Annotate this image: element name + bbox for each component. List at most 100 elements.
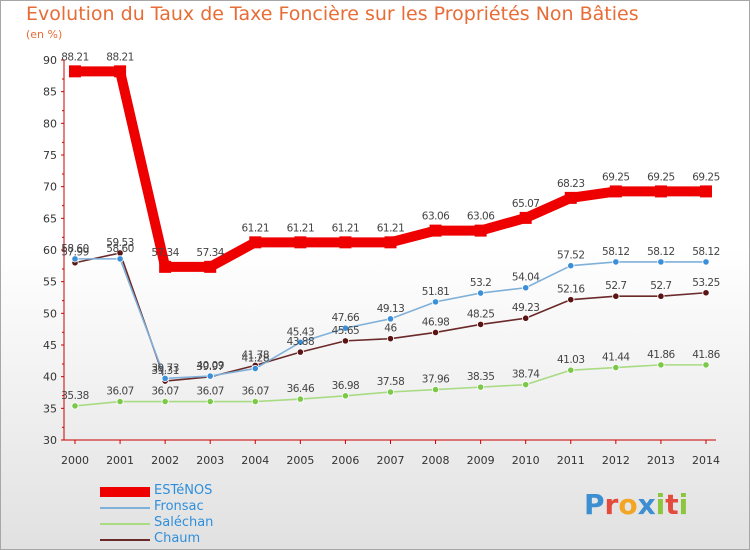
legend-swatch bbox=[100, 523, 150, 525]
x-tick-label: 2010 bbox=[512, 454, 540, 467]
y-tick-label: 60 bbox=[43, 244, 57, 257]
data-label: 37.58 bbox=[377, 376, 405, 388]
data-point bbox=[431, 385, 440, 394]
data-point bbox=[654, 185, 667, 198]
logo-letter: i bbox=[678, 488, 689, 521]
y-tick-label: 45 bbox=[43, 339, 57, 352]
y-tick-label: 85 bbox=[43, 86, 57, 99]
data-label: 52.7 bbox=[650, 280, 671, 292]
data-label: 49.13 bbox=[377, 303, 405, 315]
data-point bbox=[657, 361, 665, 369]
data-point bbox=[609, 185, 622, 198]
data-point bbox=[384, 236, 397, 249]
data-label: 39.97 bbox=[196, 361, 224, 373]
legend-label: Fronsac bbox=[154, 499, 204, 514]
data-point bbox=[702, 289, 710, 297]
unit-label: (en %) bbox=[26, 28, 63, 41]
data-point bbox=[699, 185, 712, 198]
data-label: 36.07 bbox=[151, 386, 179, 398]
x-tick-label: 2006 bbox=[331, 454, 359, 467]
x-tick-label: 2008 bbox=[422, 454, 450, 467]
data-point bbox=[477, 289, 485, 297]
legend-item: ESTéNOS bbox=[100, 483, 400, 500]
data-point bbox=[249, 236, 262, 249]
data-label: 88.21 bbox=[61, 51, 89, 63]
data-point bbox=[69, 65, 81, 78]
data-point bbox=[206, 372, 214, 380]
data-label: 53.25 bbox=[692, 277, 720, 289]
y-tick-label: 50 bbox=[43, 307, 57, 320]
data-label: 41.44 bbox=[602, 352, 630, 364]
data-point bbox=[519, 211, 532, 224]
data-label: 53.2 bbox=[470, 277, 491, 289]
data-point bbox=[341, 337, 350, 345]
data-label: 47.66 bbox=[332, 312, 360, 324]
x-tick-label: 2003 bbox=[196, 454, 224, 467]
y-tick-label: 40 bbox=[43, 371, 57, 384]
data-label: 39.31 bbox=[151, 365, 179, 377]
data-label: 54.04 bbox=[512, 272, 540, 284]
legend-label: ESTéNOS bbox=[154, 483, 213, 498]
data-label: 46 bbox=[384, 323, 397, 335]
data-point bbox=[567, 366, 575, 374]
data-point bbox=[296, 348, 304, 356]
data-point bbox=[114, 65, 127, 78]
data-label: 41.86 bbox=[647, 349, 675, 361]
legend-swatch bbox=[100, 487, 150, 497]
legend-item: Fronsac bbox=[100, 499, 400, 516]
x-tick-label: 2007 bbox=[376, 454, 404, 467]
data-label: 41.78 bbox=[241, 349, 269, 361]
data-point bbox=[522, 284, 530, 292]
x-tick-label: 2001 bbox=[106, 454, 134, 467]
data-label: 69.25 bbox=[647, 171, 675, 183]
data-label: 36.98 bbox=[332, 380, 360, 392]
y-tick-label: 55 bbox=[43, 276, 57, 289]
y-tick-label: 30 bbox=[43, 434, 57, 447]
logo-letter: o bbox=[618, 488, 638, 521]
data-point bbox=[116, 255, 124, 263]
y-tick-label: 75 bbox=[43, 149, 57, 162]
proxiti-logo: Proxiti bbox=[584, 488, 688, 521]
y-tick-label: 80 bbox=[43, 117, 57, 130]
logo-letter: r bbox=[604, 488, 619, 521]
data-point bbox=[71, 402, 79, 410]
data-point bbox=[474, 224, 487, 237]
data-label: 35.38 bbox=[61, 390, 89, 402]
data-label: 57.34 bbox=[151, 247, 179, 259]
data-label: 59.53 bbox=[106, 237, 134, 249]
x-tick-label: 2014 bbox=[692, 454, 720, 467]
data-point bbox=[657, 292, 665, 300]
legend-label: Saléchan bbox=[154, 515, 214, 530]
data-point bbox=[386, 388, 395, 396]
data-point bbox=[296, 338, 304, 346]
data-label: 43.88 bbox=[287, 336, 315, 348]
data-point bbox=[251, 397, 259, 406]
data-label: 45.43 bbox=[287, 326, 315, 338]
data-label: 49.23 bbox=[512, 302, 540, 314]
data-label: 57.99 bbox=[61, 247, 89, 259]
data-label: 38.35 bbox=[467, 371, 495, 383]
x-tick-label: 2000 bbox=[61, 454, 89, 467]
x-tick-label: 2009 bbox=[467, 454, 495, 467]
data-point bbox=[477, 383, 485, 391]
data-label: 61.21 bbox=[332, 222, 360, 234]
legend-label: Chaum bbox=[154, 531, 201, 546]
data-label: 65.07 bbox=[512, 198, 540, 210]
data-point bbox=[386, 335, 395, 343]
logo-letter: P bbox=[584, 488, 605, 521]
data-label: 37.96 bbox=[422, 374, 450, 386]
data-point bbox=[341, 392, 350, 400]
y-tick-label: 90 bbox=[43, 54, 57, 67]
data-point bbox=[477, 320, 485, 329]
data-label: 68.23 bbox=[557, 178, 585, 190]
data-point bbox=[702, 258, 710, 266]
data-label: 63.06 bbox=[422, 211, 450, 223]
data-label: 41.28 bbox=[241, 353, 269, 365]
data-point bbox=[161, 397, 169, 406]
data-point bbox=[522, 314, 530, 322]
data-point bbox=[386, 315, 395, 323]
data-point bbox=[612, 292, 620, 300]
y-tick-label: 70 bbox=[43, 181, 57, 194]
data-label: 46.98 bbox=[422, 316, 450, 328]
